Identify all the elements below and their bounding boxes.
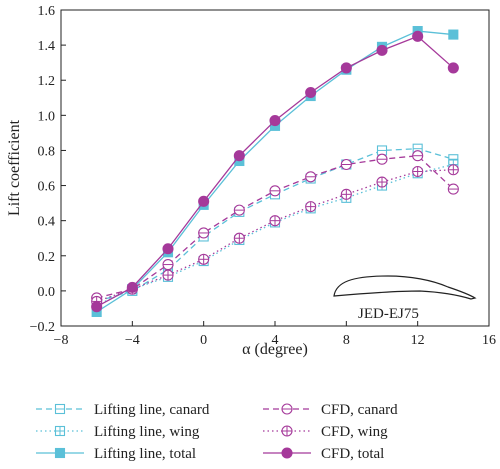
data-point <box>305 171 317 183</box>
y-axis-label: Lift coefficient <box>6 119 23 216</box>
y-tick-label: 0.8 <box>38 144 56 159</box>
y-axis-ticks: −0.2 0.0 0.2 0.4 0.6 0.8 1.0 1.2 1.4 1.6 <box>30 4 66 335</box>
legend: Lifting line, canard Lifting line, wing Li… <box>36 402 398 462</box>
y-tick-label: 0.6 <box>38 180 56 195</box>
marker-shape <box>340 62 352 74</box>
data-point <box>233 150 245 162</box>
legend-marker <box>54 403 66 415</box>
marker-shape <box>54 447 66 459</box>
legend-marker <box>281 403 293 415</box>
data-point <box>447 183 459 195</box>
data-point <box>447 164 459 176</box>
series-line <box>96 35 454 308</box>
data-point <box>233 232 245 244</box>
data-point <box>412 150 424 162</box>
legend-item: CFD, total <box>263 446 384 462</box>
legend-label: CFD, wing <box>321 424 388 440</box>
airfoil-outline <box>333 275 477 300</box>
y-tick-label: −0.2 <box>30 320 55 335</box>
data-point <box>305 86 317 99</box>
x-tick-label: 4 <box>272 333 279 348</box>
legend-item: Lifting line, canard <box>36 402 210 418</box>
legend-label: Lifting line, wing <box>94 424 200 440</box>
marker-shape <box>162 243 174 255</box>
legend-marker <box>54 447 66 459</box>
series-3 <box>91 150 459 304</box>
x-tick-label: 16 <box>482 333 496 348</box>
data-point <box>412 165 424 178</box>
data-point <box>269 215 281 227</box>
data-point <box>162 269 174 281</box>
x-axis-ticks: −8 −4 0 4 8 12 16 <box>54 321 496 348</box>
y-tick-label: 1.6 <box>38 4 56 19</box>
y-tick-label: 0.4 <box>38 215 56 230</box>
legend-label: Lifting line, canard <box>94 402 210 418</box>
data-point <box>447 62 459 74</box>
marker-shape <box>126 281 138 293</box>
data-point <box>198 195 210 207</box>
marker-shape <box>447 62 459 74</box>
data-point <box>269 185 281 197</box>
marker-shape <box>91 301 103 313</box>
data-point <box>198 253 210 265</box>
legend-label: Lifting line, total <box>94 446 196 462</box>
data-point <box>376 176 388 188</box>
y-tick-label: 1.4 <box>38 39 56 54</box>
y-tick-label: 1.2 <box>38 74 56 89</box>
marker-shape <box>448 29 459 40</box>
legend-item: Lifting line, wing <box>36 424 200 440</box>
legend-item: CFD, canard <box>263 402 398 418</box>
series-line <box>96 30 454 313</box>
legend-marker <box>281 425 293 437</box>
series-layer <box>91 26 459 318</box>
x-tick-label: 12 <box>411 333 425 348</box>
data-point <box>126 281 138 293</box>
x-tick-label: 0 <box>200 333 207 348</box>
legend-item: Lifting line, total <box>36 446 196 462</box>
marker-shape <box>281 447 293 459</box>
marker-shape <box>269 115 281 127</box>
data-point <box>162 243 174 255</box>
marker-shape <box>198 195 210 207</box>
legend-marker <box>281 447 293 459</box>
x-tick-label: 8 <box>343 333 350 348</box>
legend-label: CFD, canard <box>321 402 398 418</box>
data-point <box>448 29 459 40</box>
legend-marker <box>54 425 66 437</box>
x-tick-label: −8 <box>54 333 69 348</box>
marker-shape <box>305 86 317 99</box>
series-1 <box>91 159 459 310</box>
series-5 <box>91 30 459 313</box>
data-point <box>198 227 210 239</box>
data-point <box>412 30 424 42</box>
marker-shape <box>376 44 388 56</box>
legend-item: CFD, wing <box>263 424 388 440</box>
data-point <box>91 301 103 313</box>
plot-frame <box>60 9 490 327</box>
series-line <box>96 163 454 306</box>
y-tick-label: 0.2 <box>38 250 56 265</box>
x-tick-label: −4 <box>125 333 140 348</box>
y-tick-label: 1.0 <box>38 109 56 124</box>
data-point <box>233 204 245 216</box>
data-point <box>376 145 388 156</box>
marker-shape <box>233 150 245 162</box>
airfoil-sketch <box>333 275 477 300</box>
series-2 <box>91 26 459 318</box>
data-point <box>269 115 281 127</box>
legend-label: CFD, total <box>321 446 384 462</box>
series-line <box>96 169 454 303</box>
x-axis-label: α (degree) <box>242 341 308 358</box>
data-point <box>376 153 388 165</box>
marker-shape <box>412 30 424 42</box>
data-point <box>376 44 388 56</box>
airfoil-annotation: JED-EJ75 <box>358 306 419 322</box>
data-point <box>340 62 352 74</box>
y-tick-label: 0.0 <box>38 285 56 300</box>
data-point <box>305 201 317 213</box>
data-point <box>162 259 174 271</box>
data-point <box>340 188 352 200</box>
data-point <box>340 158 352 171</box>
